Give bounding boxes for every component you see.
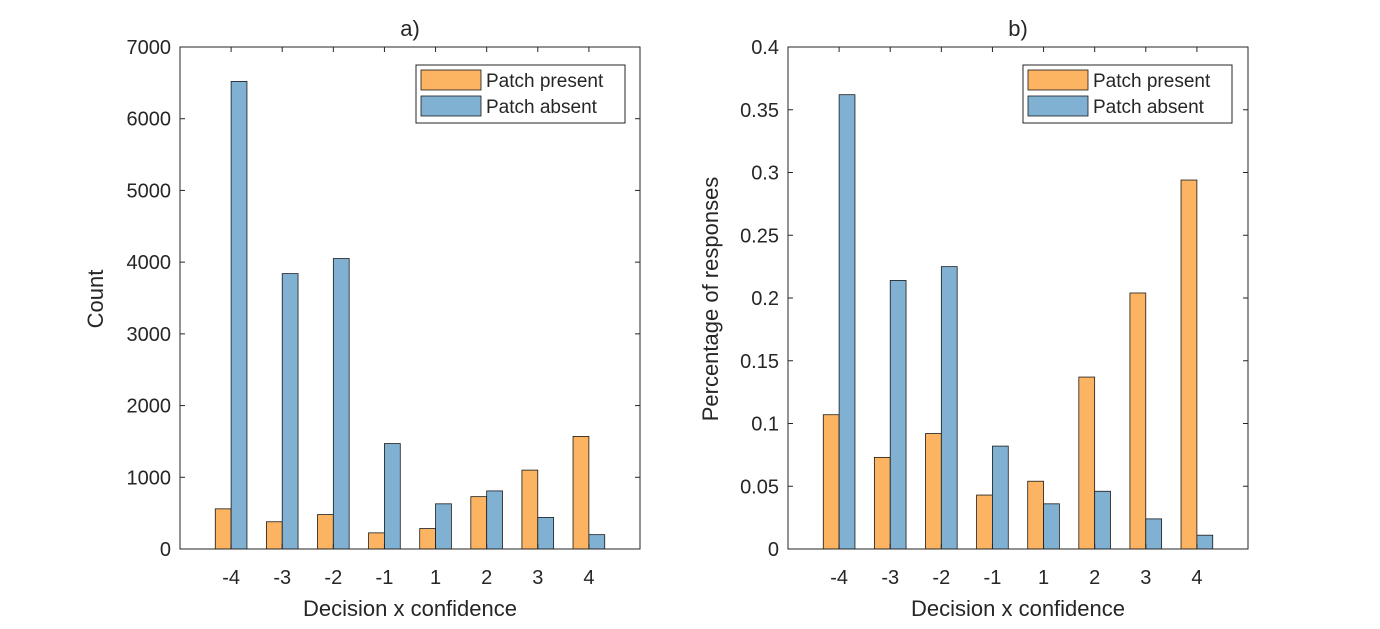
panel-a-xtick-label: -1	[376, 567, 394, 589]
panel-a-ytick-label: 7000	[127, 37, 172, 59]
panel-b-xtick-label: 1	[1038, 567, 1049, 589]
panel-a-xtick-label: 2	[481, 567, 492, 589]
panel-a-xtick-label: 4	[583, 567, 594, 589]
panel-a-bar-present--4	[214, 508, 232, 550]
panel-a-bar-absent-2	[486, 490, 503, 550]
panel-b-ytick-label: 0.15	[740, 351, 779, 373]
panel-b-bar-absent-1	[1043, 503, 1060, 550]
panel-b-bar-absent-4	[1196, 534, 1214, 550]
panel-a-bar-absent--4	[230, 81, 248, 550]
panel-a-title: a)	[400, 16, 420, 41]
panel-b-bar-present--2	[925, 433, 942, 550]
panel-a-bar-present--3	[265, 521, 283, 550]
panel-a-legend-swatch-absent	[420, 95, 482, 117]
panel-a-legend-swatch-present	[420, 69, 482, 91]
panel-a-ytick-label: 2000	[127, 396, 172, 418]
panel-a-xtick-label: 3	[532, 567, 543, 589]
panel-b-ytick-label: 0.3	[751, 163, 779, 185]
panel-a-xtick-label: -2	[324, 567, 342, 589]
panel-a-xtick-label: 1	[430, 567, 441, 589]
panel-b-xtick-label: -2	[932, 567, 950, 589]
panel-b-xtick-label: 4	[1191, 567, 1202, 589]
panel-b-legend-label-absent: Patch absent	[1093, 97, 1205, 118]
panel-a-bar-present--2	[317, 514, 334, 550]
panel-a-bar-absent-1	[435, 503, 452, 550]
panel-b-bar-present-3	[1129, 292, 1147, 550]
panel-a-bar-absent-3	[537, 517, 555, 550]
panel-a-bar-present--1	[368, 532, 385, 550]
panel-b-ylabel: Percentage of responses	[698, 177, 723, 422]
panel-a-ytick-label: 6000	[127, 109, 172, 131]
panel-a-legend-label-absent: Patch absent	[486, 97, 598, 118]
panel-b-bar-present-4	[1180, 179, 1198, 550]
panel-b-xtick-label: -3	[881, 567, 899, 589]
panel-a-ytick-label: 5000	[127, 180, 172, 202]
panel-a-ytick-label: 4000	[127, 252, 172, 274]
panel-b-title: b)	[1008, 16, 1028, 41]
panel-b-bar-present--3	[873, 456, 891, 550]
panel-b-ytick-label: 0.25	[740, 225, 779, 247]
panel-a-axes-box	[179, 46, 641, 550]
panel-a-ylabel: Count	[83, 270, 108, 329]
panel-a-bar-present-3	[521, 469, 539, 550]
panel-a-xlabel: Decision x confidence	[303, 596, 517, 621]
panel-a-xtick-label: -3	[273, 567, 291, 589]
panel-b-legend-swatch-absent	[1027, 95, 1089, 117]
panel-b-ytick-label: 0.2	[751, 288, 779, 310]
panel-a-ytick-label: 0	[160, 539, 171, 561]
panel-b: b) Percentage of responses Decision x co…	[698, 16, 1249, 621]
panel-b-bar-absent--3	[889, 280, 907, 550]
panel-a-bar-absent--2	[332, 258, 350, 550]
panel-b-ytick-label: 0.05	[740, 476, 779, 498]
panel-b-legend-label-present: Patch present	[1093, 71, 1211, 92]
panel-a-bar-present-4	[572, 436, 590, 550]
panel-b-bar-absent--4	[838, 94, 856, 550]
panel-b-ytick-label: 0.4	[751, 37, 779, 59]
panel-b-xlabel: Decision x confidence	[911, 596, 1125, 621]
panel-a-ytick-label: 1000	[127, 467, 172, 489]
panel-b-xtick-label: 2	[1089, 567, 1100, 589]
panel-a-xtick-label: -4	[222, 567, 240, 589]
panel-a-bar-absent--1	[384, 443, 401, 550]
panel-b-bar-present--4	[822, 414, 840, 550]
panel-b-ytick-label: 0.35	[740, 100, 779, 122]
panel-b-bar-present--1	[976, 494, 993, 550]
panel-b-legend-swatch-present	[1027, 69, 1089, 91]
panel-a-bar-absent--3	[281, 273, 299, 550]
panel-b-bar-present-1	[1027, 480, 1044, 550]
panel-b-ytick-label: 0.1	[751, 414, 779, 436]
panel-a: a) Count Decision x confidence 0 1000 2000…	[83, 16, 641, 621]
panel-a-bar-present-1	[419, 528, 436, 550]
panel-b-ytick-label: 0	[768, 539, 779, 561]
panel-a-bar-present-2	[470, 496, 488, 550]
panel-a-bar-absent-4	[588, 534, 606, 550]
panel-b-xtick-label: 3	[1140, 567, 1151, 589]
panel-b-xtick-label: -4	[830, 567, 848, 589]
panel-b-bar-absent-3	[1145, 518, 1163, 550]
panel-b-bar-absent--2	[940, 266, 958, 550]
panel-a-legend-label-present: Patch present	[486, 71, 604, 92]
panel-b-bar-present-2	[1078, 376, 1096, 550]
panel-b-bar-absent--1	[992, 445, 1009, 550]
panel-a-ytick-label: 3000	[127, 324, 172, 346]
panel-b-xtick-label: -1	[984, 567, 1002, 589]
panel-b-bar-absent-2	[1094, 490, 1111, 550]
